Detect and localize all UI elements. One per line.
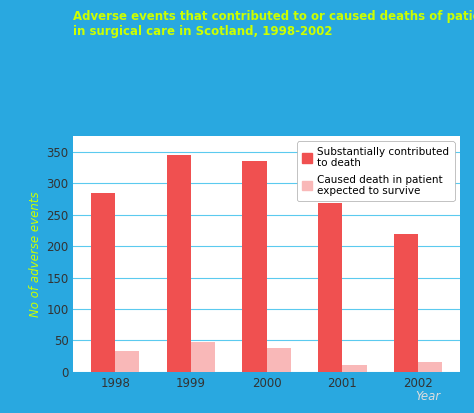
Bar — [167, 155, 191, 372]
Bar — [91, 193, 115, 372]
Bar — [342, 366, 366, 372]
Bar — [266, 349, 291, 372]
Y-axis label: No of adverse events: No of adverse events — [29, 191, 42, 317]
Bar — [394, 234, 418, 372]
Bar — [418, 362, 442, 372]
Legend: Substantially contributed
to death, Caused death in patient
expected to survive: Substantially contributed to death, Caus… — [297, 142, 455, 202]
Bar — [191, 342, 215, 372]
Bar — [115, 351, 139, 372]
Bar — [318, 204, 342, 372]
Bar — [242, 161, 266, 372]
Text: Adverse events that contributed to or caused deaths of patients
in surgical care: Adverse events that contributed to or ca… — [73, 10, 474, 38]
Text: Year: Year — [416, 390, 441, 403]
